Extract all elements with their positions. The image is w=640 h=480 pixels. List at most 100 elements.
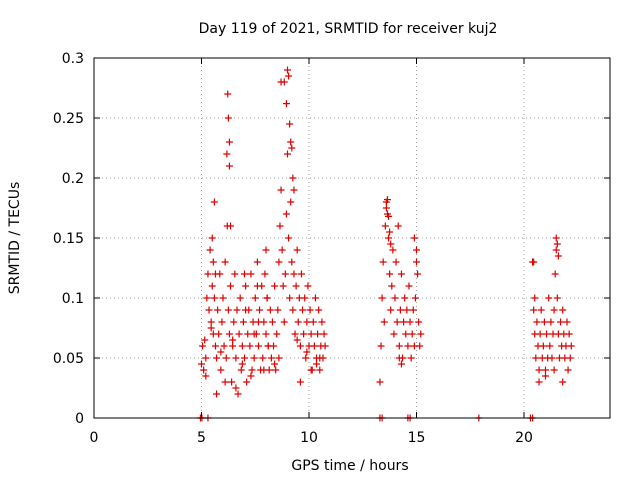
data-point xyxy=(540,318,548,326)
data-point xyxy=(227,222,235,230)
data-point xyxy=(271,360,279,368)
data-point xyxy=(208,282,216,290)
axis-ticks: 0 0.05 0.1 0.15 0.2 0.25 0.3 0 5 10 15 20 xyxy=(53,51,610,446)
data-point xyxy=(224,306,232,314)
data-point xyxy=(321,342,329,350)
data-point xyxy=(380,318,388,326)
data-point xyxy=(268,318,276,326)
data-point xyxy=(243,378,251,386)
data-point xyxy=(542,366,549,374)
data-point xyxy=(299,306,307,314)
data-point xyxy=(559,378,567,386)
data-point xyxy=(211,270,219,278)
data-point xyxy=(383,196,391,204)
data-point xyxy=(278,246,286,254)
data-point xyxy=(253,282,261,290)
data-point xyxy=(400,318,408,326)
data-point xyxy=(539,342,547,350)
data-point xyxy=(415,318,423,326)
data-point xyxy=(395,354,403,362)
data-point xyxy=(211,342,219,350)
data-point xyxy=(386,270,394,278)
data-point xyxy=(288,144,296,152)
data-point xyxy=(260,366,268,374)
data-point xyxy=(210,294,218,302)
data-point xyxy=(207,324,215,332)
data-point xyxy=(217,366,225,374)
data-point xyxy=(224,114,232,122)
data-point xyxy=(566,354,574,362)
data-point xyxy=(301,294,309,302)
data-point xyxy=(315,306,323,314)
data-point xyxy=(263,294,271,302)
data-point xyxy=(408,330,416,338)
data-point xyxy=(202,372,210,380)
data-point xyxy=(390,330,398,338)
data-point xyxy=(401,294,409,302)
data-point xyxy=(303,318,311,326)
data-point xyxy=(387,240,395,248)
data-point xyxy=(204,270,212,278)
data-point xyxy=(235,330,243,338)
data-point xyxy=(318,318,326,326)
data-point xyxy=(409,306,417,314)
data-point xyxy=(531,294,539,302)
data-point xyxy=(381,222,389,230)
data-point xyxy=(205,306,213,314)
data-point xyxy=(273,330,281,338)
data-point xyxy=(281,270,289,278)
data-point xyxy=(543,330,551,338)
data-point xyxy=(247,270,255,278)
data-point xyxy=(208,234,216,242)
data-points xyxy=(196,66,575,422)
x-tick-label: 15 xyxy=(408,430,426,446)
data-point xyxy=(294,318,302,326)
data-point xyxy=(530,258,538,266)
data-point xyxy=(392,258,400,266)
data-point xyxy=(386,228,394,236)
data-point xyxy=(246,342,254,350)
data-point xyxy=(247,372,255,380)
data-point xyxy=(241,354,248,362)
data-point xyxy=(198,360,205,368)
data-point xyxy=(547,318,555,326)
data-point xyxy=(209,258,217,266)
data-point xyxy=(210,198,218,206)
data-point xyxy=(250,330,258,338)
data-point xyxy=(377,342,385,350)
data-point xyxy=(552,246,560,254)
data-point xyxy=(221,378,229,386)
data-point xyxy=(396,306,404,314)
data-point xyxy=(272,366,280,374)
data-point xyxy=(293,336,301,344)
data-point xyxy=(297,270,305,278)
data-point xyxy=(232,384,240,392)
y-tick-label: 0.1 xyxy=(62,291,84,307)
data-point xyxy=(222,354,230,362)
data-point xyxy=(307,366,315,374)
data-point xyxy=(382,204,390,212)
data-point xyxy=(385,212,393,220)
data-point xyxy=(271,282,279,290)
data-point xyxy=(224,90,232,98)
data-point xyxy=(217,348,225,356)
data-point xyxy=(274,306,282,314)
data-point xyxy=(231,270,239,278)
data-point xyxy=(225,138,233,146)
data-point xyxy=(244,330,252,338)
data-point xyxy=(310,342,318,350)
data-point xyxy=(550,366,558,374)
data-point xyxy=(230,318,238,326)
data-point xyxy=(279,282,287,290)
data-point xyxy=(416,342,424,350)
data-point xyxy=(287,138,295,146)
data-point xyxy=(413,258,420,266)
data-point xyxy=(413,246,420,254)
data-point xyxy=(296,342,304,350)
data-point xyxy=(284,66,291,74)
data-point xyxy=(238,360,246,368)
data-point xyxy=(207,318,215,326)
data-point xyxy=(405,282,413,290)
data-point xyxy=(535,366,543,374)
